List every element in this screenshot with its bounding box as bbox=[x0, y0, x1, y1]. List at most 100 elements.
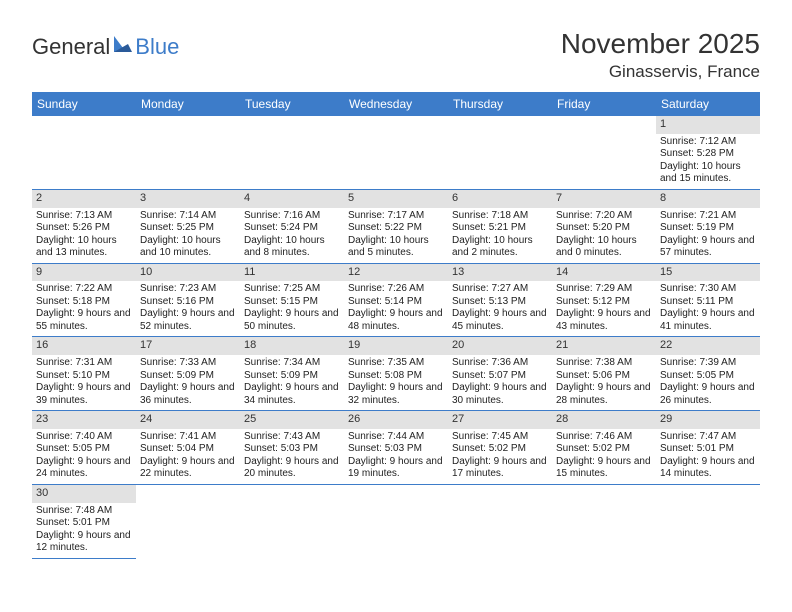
day-cell: 7Sunrise: 7:20 AMSunset: 5:20 PMDaylight… bbox=[552, 190, 656, 264]
empty-cell bbox=[448, 485, 552, 559]
daylight-text: Daylight: 9 hours and 48 minutes. bbox=[348, 308, 444, 333]
empty-cell bbox=[136, 485, 240, 559]
daylight-text: Daylight: 9 hours and 52 minutes. bbox=[140, 308, 236, 333]
sunset-text: Sunset: 5:05 PM bbox=[660, 370, 756, 383]
sunset-text: Sunset: 5:06 PM bbox=[556, 370, 652, 383]
day-number: 23 bbox=[32, 411, 136, 429]
title-block: November 2025 Ginasservis, France bbox=[561, 28, 760, 82]
day-cell: 21Sunrise: 7:38 AMSunset: 5:06 PMDayligh… bbox=[552, 337, 656, 411]
day-number: 4 bbox=[240, 190, 344, 208]
day-cell: 27 Sunrise: 7:45 AMSunset: 5:02 PMDayligh… bbox=[448, 411, 552, 485]
sunset-text: Sunset: 5:04 PM bbox=[140, 443, 236, 456]
day-number: 15 bbox=[656, 264, 760, 282]
sunrise-text: Sunrise: 7:43 AM bbox=[244, 431, 340, 444]
sunset-text: Sunset: 5:24 PM bbox=[244, 222, 340, 235]
sunset-text: Sunset: 5:20 PM bbox=[556, 222, 652, 235]
day-number: 22 bbox=[656, 337, 760, 355]
sunrise-text: Sunrise: 7:16 AM bbox=[244, 210, 340, 223]
sunset-text: Sunset: 5:26 PM bbox=[36, 222, 132, 235]
sunrise-text: Sunrise: 7:33 AM bbox=[140, 357, 236, 370]
sunrise-text: Sunrise: 7:20 AM bbox=[556, 210, 652, 223]
day-cell: 13Sunrise: 7:27 AMSunset: 5:13 PMDayligh… bbox=[448, 264, 552, 338]
sunrise-text: Sunrise: 7:29 AM bbox=[556, 283, 652, 296]
sunrise-text: Sunrise: 7:25 AM bbox=[244, 283, 340, 296]
weekday-row: SundayMondayTuesdayWednesdayThursdayFrid… bbox=[32, 92, 760, 116]
day-cell: 14Sunrise: 7:29 AMSunset: 5:12 PMDayligh… bbox=[552, 264, 656, 338]
sunset-text: Sunset: 5:05 PM bbox=[36, 443, 132, 456]
sunrise-text: Sunrise: 7:12 AM bbox=[660, 136, 756, 149]
daylight-text: Daylight: 9 hours and 45 minutes. bbox=[452, 308, 548, 333]
weekday-cell: Friday bbox=[552, 92, 656, 116]
day-cell: 22 Sunrise: 7:39 AMSunset: 5:05 PMDayligh… bbox=[656, 337, 760, 411]
sunset-text: Sunset: 5:01 PM bbox=[660, 443, 756, 456]
sunset-text: Sunset: 5:02 PM bbox=[556, 443, 652, 456]
sunset-text: Sunset: 5:18 PM bbox=[36, 296, 132, 309]
sunset-text: Sunset: 5:14 PM bbox=[348, 296, 444, 309]
sunset-text: Sunset: 5:09 PM bbox=[244, 370, 340, 383]
sunset-text: Sunset: 5:22 PM bbox=[348, 222, 444, 235]
day-number: 5 bbox=[344, 190, 448, 208]
daylight-text: Daylight: 10 hours and 8 minutes. bbox=[244, 235, 340, 260]
day-cell: 2Sunrise: 7:13 AMSunset: 5:26 PMDaylight… bbox=[32, 190, 136, 264]
sunset-text: Sunset: 5:15 PM bbox=[244, 296, 340, 309]
day-number: 21 bbox=[552, 337, 656, 355]
sunrise-text: Sunrise: 7:26 AM bbox=[348, 283, 444, 296]
day-number: 27 bbox=[448, 411, 552, 429]
daylight-text: Daylight: 9 hours and 19 minutes. bbox=[348, 456, 444, 481]
sunrise-text: Sunrise: 7:45 AM bbox=[452, 431, 548, 444]
day-number: 25 bbox=[240, 411, 344, 429]
day-number: 13 bbox=[448, 264, 552, 282]
sunrise-text: Sunrise: 7:47 AM bbox=[660, 431, 756, 444]
daylight-text: Daylight: 9 hours and 20 minutes. bbox=[244, 456, 340, 481]
sail-icon bbox=[112, 34, 134, 60]
sunset-text: Sunset: 5:02 PM bbox=[452, 443, 548, 456]
sunrise-text: Sunrise: 7:13 AM bbox=[36, 210, 132, 223]
daylight-text: Daylight: 9 hours and 17 minutes. bbox=[452, 456, 548, 481]
day-cell: 30Sunrise: 7:48 AMSunset: 5:01 PMDayligh… bbox=[32, 485, 136, 559]
daylight-text: Daylight: 9 hours and 34 minutes. bbox=[244, 382, 340, 407]
empty-cell bbox=[240, 116, 344, 190]
day-cell: 25 Sunrise: 7:43 AMSunset: 5:03 PMDayligh… bbox=[240, 411, 344, 485]
sunset-text: Sunset: 5:01 PM bbox=[36, 517, 132, 530]
daylight-text: Daylight: 9 hours and 32 minutes. bbox=[348, 382, 444, 407]
sunrise-text: Sunrise: 7:38 AM bbox=[556, 357, 652, 370]
day-number: 11 bbox=[240, 264, 344, 282]
sunrise-text: Sunrise: 7:31 AM bbox=[36, 357, 132, 370]
sunset-text: Sunset: 5:03 PM bbox=[244, 443, 340, 456]
calendar-grid: 1Sunrise: 7:12 AMSunset: 5:28 PMDaylight… bbox=[32, 116, 760, 559]
weekday-cell: Sunday bbox=[32, 92, 136, 116]
sunset-text: Sunset: 5:08 PM bbox=[348, 370, 444, 383]
header: General Blue November 2025 Ginasservis, … bbox=[32, 28, 760, 82]
weekday-cell: Monday bbox=[136, 92, 240, 116]
day-number: 30 bbox=[32, 485, 136, 503]
weekday-cell: Saturday bbox=[656, 92, 760, 116]
sunrise-text: Sunrise: 7:27 AM bbox=[452, 283, 548, 296]
brand-logo: General Blue bbox=[32, 34, 179, 60]
daylight-text: Daylight: 10 hours and 13 minutes. bbox=[36, 235, 132, 260]
day-number: 8 bbox=[656, 190, 760, 208]
daylight-text: Daylight: 10 hours and 15 minutes. bbox=[660, 161, 756, 186]
day-number: 29 bbox=[656, 411, 760, 429]
day-number: 9 bbox=[32, 264, 136, 282]
day-cell: 16Sunrise: 7:31 AMSunset: 5:10 PMDayligh… bbox=[32, 337, 136, 411]
daylight-text: Daylight: 9 hours and 41 minutes. bbox=[660, 308, 756, 333]
daylight-text: Daylight: 9 hours and 36 minutes. bbox=[140, 382, 236, 407]
day-number: 1 bbox=[656, 116, 760, 134]
empty-cell bbox=[448, 116, 552, 190]
empty-cell bbox=[552, 485, 656, 559]
day-cell: 20Sunrise: 7:36 AMSunset: 5:07 PMDayligh… bbox=[448, 337, 552, 411]
day-cell: 5Sunrise: 7:17 AMSunset: 5:22 PMDaylight… bbox=[344, 190, 448, 264]
day-cell: 24Sunrise: 7:41 AMSunset: 5:04 PMDayligh… bbox=[136, 411, 240, 485]
sunrise-text: Sunrise: 7:21 AM bbox=[660, 210, 756, 223]
sunrise-text: Sunrise: 7:17 AM bbox=[348, 210, 444, 223]
empty-cell bbox=[136, 116, 240, 190]
day-cell: 9Sunrise: 7:22 AMSunset: 5:18 PMDaylight… bbox=[32, 264, 136, 338]
sunrise-text: Sunrise: 7:40 AM bbox=[36, 431, 132, 444]
sunrise-text: Sunrise: 7:39 AM bbox=[660, 357, 756, 370]
day-number: 17 bbox=[136, 337, 240, 355]
day-cell: 17Sunrise: 7:33 AMSunset: 5:09 PMDayligh… bbox=[136, 337, 240, 411]
daylight-text: Daylight: 9 hours and 26 minutes. bbox=[660, 382, 756, 407]
day-cell: 28Sunrise: 7:46 AMSunset: 5:02 PMDayligh… bbox=[552, 411, 656, 485]
day-number: 24 bbox=[136, 411, 240, 429]
sunset-text: Sunset: 5:25 PM bbox=[140, 222, 236, 235]
